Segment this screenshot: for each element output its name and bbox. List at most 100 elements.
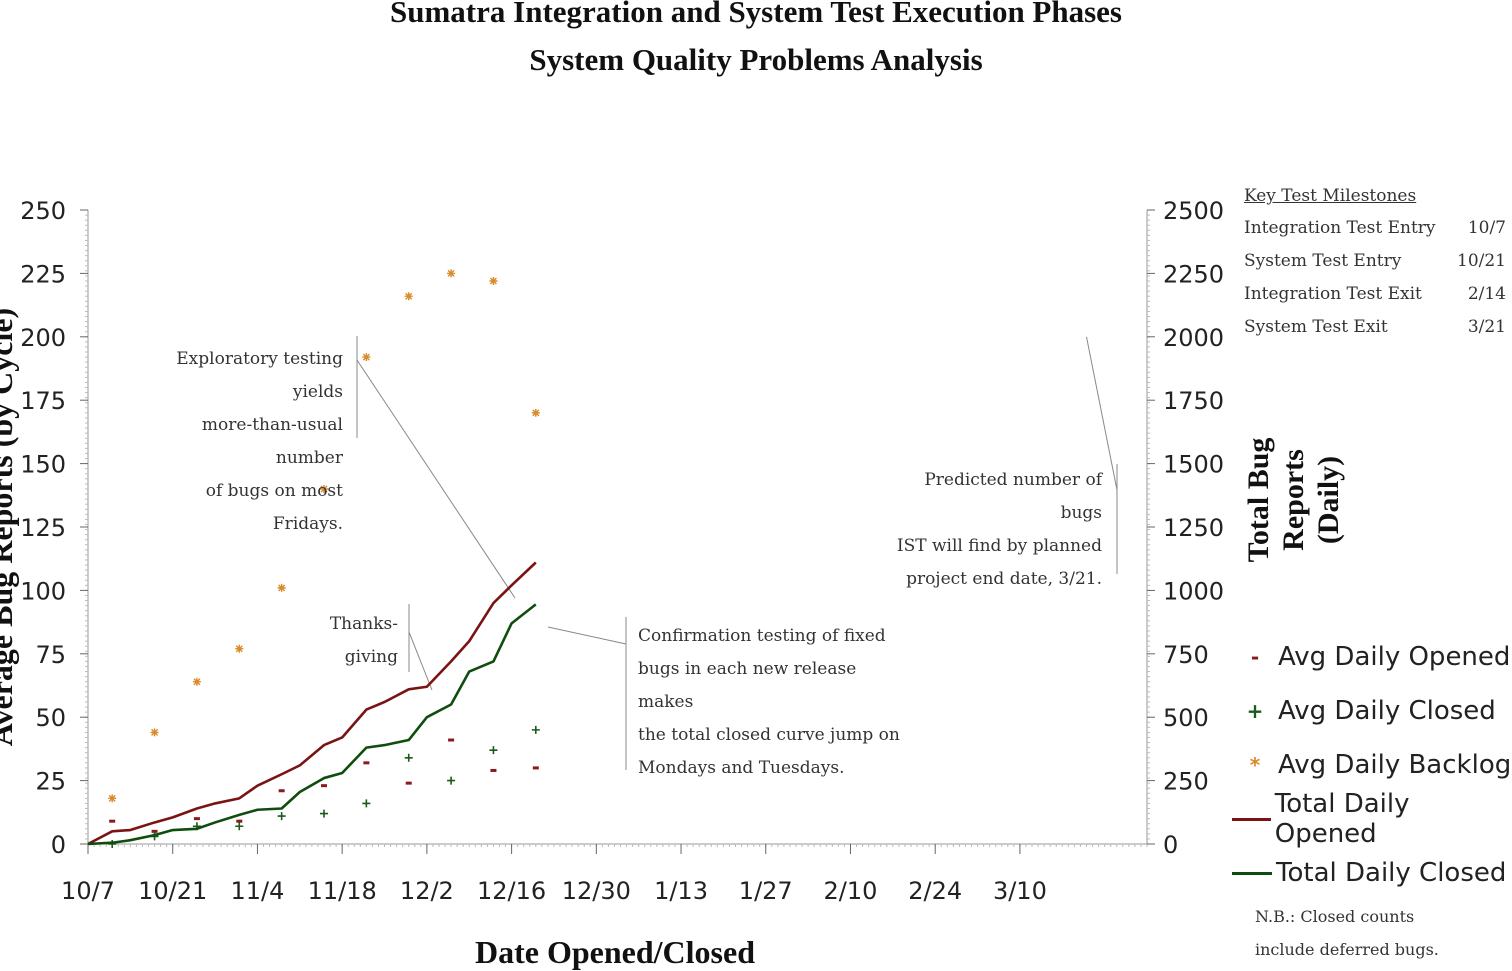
x-tick-label: 11/18 [308,877,377,905]
annotation-prediction: Predicted number of bugs IST will find b… [896,470,1102,589]
svg-text:Reports: Reports [1277,449,1310,551]
x-tick-label: 2/10 [824,877,878,905]
y-tick-label-right: 500 [1163,704,1209,732]
y-axis-right-label: Total Bug Reports (Daily) [1240,400,1350,600]
series-avg-daily-closed [108,725,540,848]
svg-text:Total Bug: Total Bug [1242,438,1275,563]
legend-item: Total Daily Closed [1232,846,1512,900]
milestone-name: Integration Test Entry [1244,218,1436,238]
plus-marker-icon: + [1246,699,1264,723]
series-avg-daily-backlog [108,269,540,803]
x-tick-label: 12/2 [400,877,454,905]
data-point [362,799,371,808]
milestone-row: Integration Test Exit 2/14 [1244,284,1506,317]
annotation-leader [547,626,627,645]
annotation-thanksgiving: Thanks- giving [329,614,398,667]
y-tick-label-left: 150 [20,451,66,479]
line-swatch-icon [1232,871,1272,875]
footnote: N.B.: Closed counts include deferred bug… [1255,907,1439,959]
data-point [236,819,243,823]
legend-item: - Avg Daily Opened [1232,630,1512,684]
series-total-daily-closed [87,603,537,846]
data-point [278,789,285,793]
chart-title: Sumatra Integration and System Test Exec… [390,0,1122,29]
x-tick-label: 10/7 [61,877,115,905]
y-tick-label-left: 50 [35,704,66,732]
data-point [404,292,413,301]
annotation-confirmation: Confirmation testing of fixed bugs in ea… [638,626,900,778]
legend-label: Avg Daily Opened [1278,642,1511,672]
legend-item: + Avg Daily Closed [1232,684,1512,738]
y-tick-label-left: 0 [51,831,66,859]
y-axis-left-label: Average Bug Reports (by Cycle) [0,308,19,746]
y-tick-label-left: 175 [20,387,66,415]
line-swatch-icon [1232,817,1271,821]
series-line [87,561,537,846]
annotation-exploratory: Exploratory testing yields more-than-usu… [176,349,343,534]
annotation-leader [408,631,433,691]
x-tick-label: 12/30 [562,877,631,905]
legend-label: Avg Daily Closed [1278,696,1496,726]
data-point [489,746,498,755]
data-point [150,728,159,737]
milestone-date: 10/21 [1457,251,1506,271]
y-tick-label-right: 1750 [1163,387,1224,415]
milestone-name: Integration Test Exit [1244,284,1422,304]
y-tick-label-right: 2500 [1163,197,1224,225]
milestone-date: 10/7 [1467,218,1506,238]
y-tick-label-right: 2000 [1163,324,1224,352]
y-tick-label-right: 2250 [1163,260,1224,288]
annotation-leader [1085,336,1118,491]
x-tick-label: 1/27 [739,877,793,905]
data-point [193,817,200,821]
data-point [405,781,412,785]
data-point [277,583,286,592]
y-tick-label-right: 0 [1163,831,1178,859]
milestone-row: Integration Test Entry 10/7 [1244,218,1506,251]
data-point [321,784,328,788]
x-tick-label: 10/21 [138,877,207,905]
data-point [531,725,540,734]
data-point [320,484,329,493]
data-point [448,738,455,742]
svg-text:(Daily): (Daily) [1312,456,1345,544]
milestone-date: 3/21 [1467,317,1506,337]
legend-item: Total Daily Opened [1232,789,1512,849]
milestone-date: 2/14 [1467,284,1506,304]
legend-label: Total Daily Closed [1276,858,1507,888]
data-point [490,768,497,772]
milestone-row: System Test Entry 10/21 [1244,251,1506,284]
y-tick-label-left: 250 [20,197,66,225]
data-point [363,761,370,765]
milestone-name: System Test Exit [1244,317,1388,337]
data-point [532,766,539,770]
y-tick-label-left: 25 [35,768,66,796]
x-tick-label: 3/10 [993,877,1047,905]
legend-label: Avg Daily Backlog [1278,750,1512,780]
y-tick-label-right: 1250 [1163,514,1224,542]
x-tick-label: 2/24 [908,877,962,905]
data-point [277,812,286,821]
star-marker-icon: * [1249,753,1261,777]
chart-subtitle: System Quality Problems Analysis [529,42,983,77]
series-avg-daily-opened [109,738,539,833]
x-axis-label: Date Opened/Closed [475,934,755,970]
series-line [87,603,537,846]
y-tick-label-left: 225 [20,260,66,288]
y-tick-label-right: 1500 [1163,451,1224,479]
milestones-table: Key Test Milestones Integration Test Ent… [1244,186,1506,350]
series-total-daily-opened [87,561,537,846]
y-tick-label-right: 250 [1163,768,1209,796]
data-point [108,794,117,803]
series-layer [87,269,540,848]
data-point [320,809,329,818]
dash-marker-icon: - [1250,645,1260,669]
legend-label: Total Daily Opened [1274,789,1410,849]
data-point [531,408,540,417]
data-point [109,819,116,823]
y-tick-label-right: 1000 [1163,577,1224,605]
y-tick-label-left: 75 [35,641,66,669]
data-point [235,822,244,831]
annotation-leaders [356,336,1118,770]
